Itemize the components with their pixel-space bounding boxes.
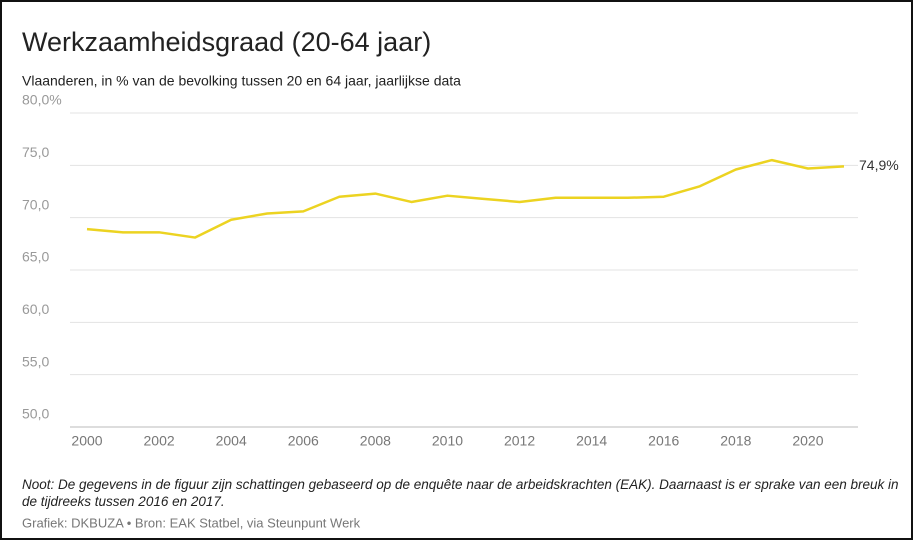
y-tick-label: 50,0 xyxy=(22,406,49,422)
y-tick-label: 60,0 xyxy=(22,301,49,317)
y-tick-label: 70,0 xyxy=(22,196,49,212)
data-label: 74,9% xyxy=(859,157,899,173)
y-tick-label: 55,0 xyxy=(22,353,49,369)
x-tick-label: 2008 xyxy=(360,433,391,449)
chart-subtitle: Vlaanderen, in % van de bevolking tussen… xyxy=(22,73,461,89)
x-tick-label: 2002 xyxy=(144,433,175,449)
x-tick-label: 2004 xyxy=(216,433,247,449)
x-tick-label: 2020 xyxy=(792,433,823,449)
x-tick-label: 2012 xyxy=(504,433,535,449)
source: Grafiek: DKBUZA • Bron: EAK Statbel, via… xyxy=(22,515,361,530)
x-tick-label: 2000 xyxy=(71,433,102,449)
x-tick-label: 2010 xyxy=(432,433,463,449)
x-tick-label: 2016 xyxy=(648,433,679,449)
y-tick-label: 65,0 xyxy=(22,249,49,265)
y-tick-label: 75,0 xyxy=(22,144,49,160)
chart-title: Werkzaamheidsgraad (20-64 jaar) xyxy=(22,27,431,57)
note: Noot: De gegevens in de figuur zijn scha… xyxy=(22,477,899,509)
x-tick-label: 2018 xyxy=(720,433,751,449)
line xyxy=(86,158,845,239)
x-tick-label: 2006 xyxy=(288,433,319,449)
y-tick-label: 80,0% xyxy=(22,92,62,108)
x-tick-label: 2014 xyxy=(576,433,607,449)
